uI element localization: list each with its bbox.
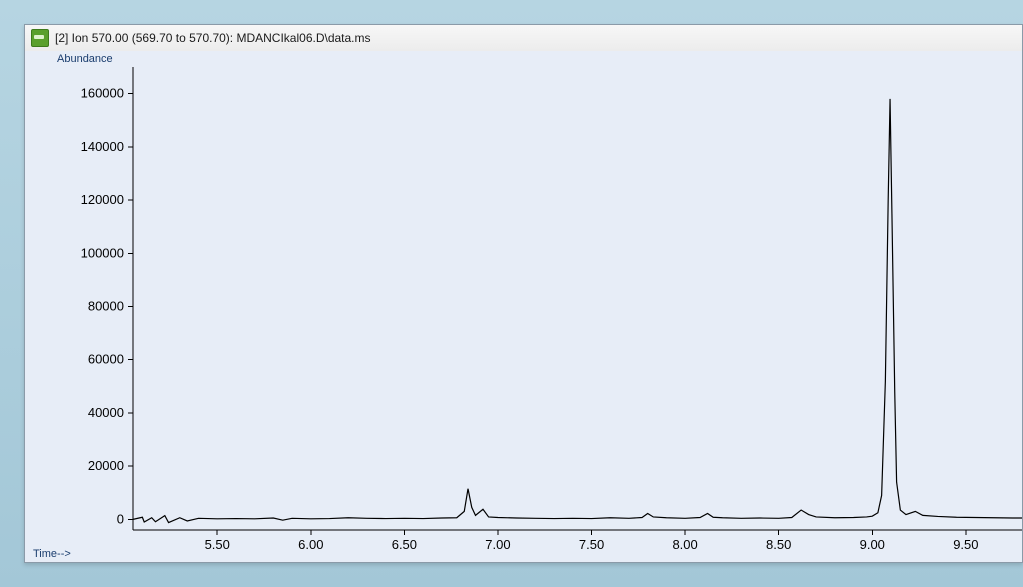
svg-text:100000: 100000: [81, 245, 124, 260]
svg-text:7.00: 7.00: [485, 537, 510, 552]
svg-text:6.00: 6.00: [298, 537, 323, 552]
svg-text:40000: 40000: [88, 405, 124, 420]
plot-area[interactable]: Abundance Time--> 0200004000060000800001…: [25, 51, 1022, 562]
svg-text:8.00: 8.00: [672, 537, 697, 552]
svg-text:20000: 20000: [88, 458, 124, 473]
svg-text:5.50: 5.50: [205, 537, 230, 552]
svg-text:8.50: 8.50: [766, 537, 791, 552]
svg-text:9.00: 9.00: [860, 537, 885, 552]
svg-text:120000: 120000: [81, 192, 124, 207]
svg-text:6.50: 6.50: [392, 537, 417, 552]
svg-text:7.50: 7.50: [579, 537, 604, 552]
svg-text:160000: 160000: [81, 86, 124, 101]
chromatogram-svg: 0 20000 40000 60000 80000 100000 120000 140000 1…: [25, 51, 1022, 562]
window-titlebar[interactable]: [2] Ion 570.00 (569.70 to 570.70): MDANC…: [25, 25, 1022, 52]
window-title: [2] Ion 570.00 (569.70 to 570.70): MDANC…: [55, 31, 371, 45]
app-icon: [31, 29, 49, 47]
svg-text:80000: 80000: [88, 298, 124, 313]
chromatogram-window: [2] Ion 570.00 (569.70 to 570.70): MDANC…: [24, 24, 1023, 563]
svg-text:0: 0: [117, 511, 124, 526]
svg-text:60000: 60000: [88, 352, 124, 367]
svg-text:9.50: 9.50: [953, 537, 978, 552]
svg-text:140000: 140000: [81, 139, 124, 154]
